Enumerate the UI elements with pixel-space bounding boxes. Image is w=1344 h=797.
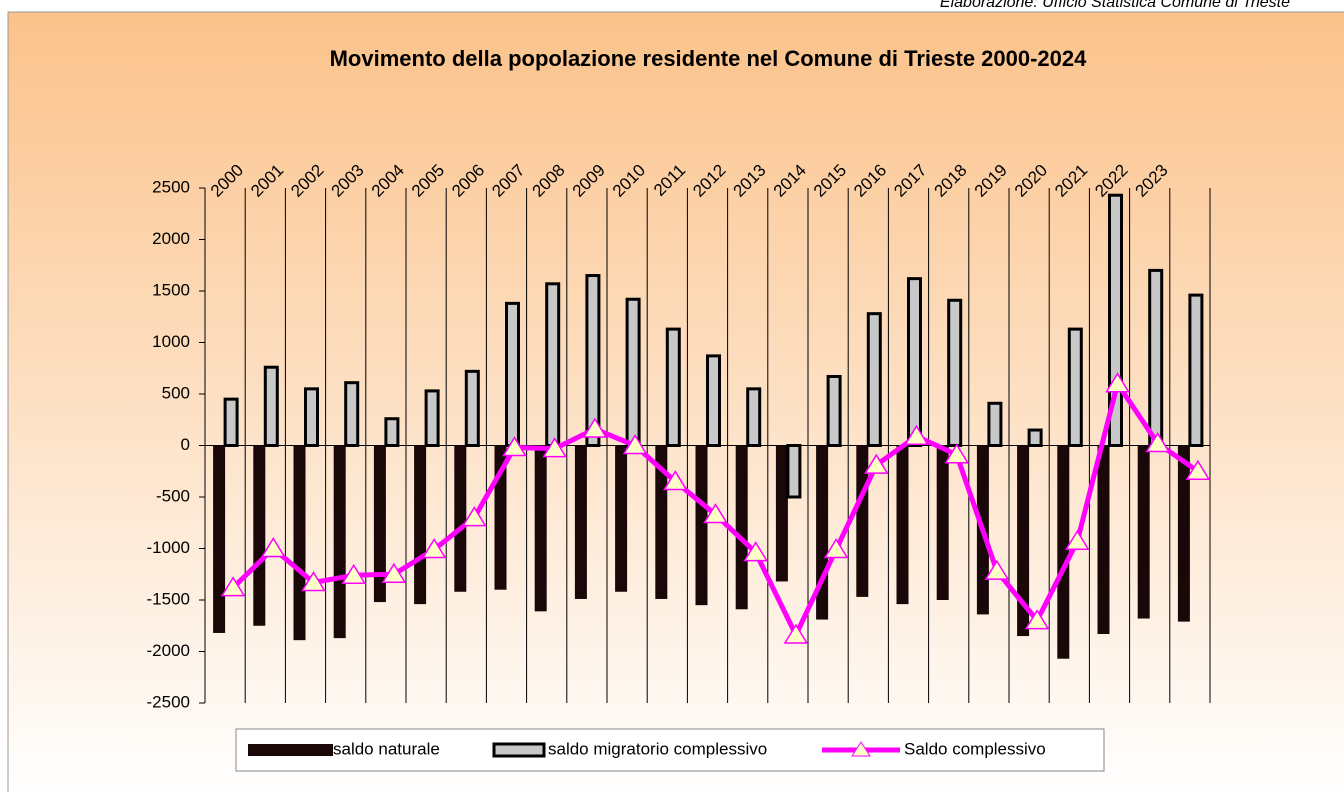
bar [333,445,346,639]
y-tick-label: 500 [162,383,190,402]
bar [856,445,869,597]
legend-swatch [492,742,546,758]
y-tick-label: -500 [156,486,190,505]
bar [735,445,748,610]
marker [1024,609,1050,630]
marker [502,436,527,457]
y-tick-label: 1000 [152,332,190,351]
bar [253,445,266,626]
marker [381,562,407,583]
bar [384,417,400,448]
bar [695,445,708,606]
bar [464,369,480,447]
legend-label: saldo naturale [333,739,440,758]
marker [582,417,608,438]
bar [505,301,520,447]
bar [907,277,922,448]
marker [301,571,326,592]
chart-subtitle: Elaborazione: Ufficio Statistica Comune … [940,0,1290,11]
bar [746,387,762,448]
bar [304,387,319,448]
marker [823,538,849,559]
bar [263,365,279,447]
bar [1148,268,1164,447]
legend-label: Saldo complessivo [904,739,1046,758]
bar [1177,445,1190,622]
bar [585,274,601,447]
marker [703,503,728,524]
legend [235,728,1105,772]
marker [1185,459,1211,480]
bar [1097,445,1110,634]
bar [1017,445,1030,637]
y-tick-label: -1500 [147,589,190,608]
bar [1027,428,1043,447]
legend-marker [851,741,871,757]
y-tick-label: 1500 [152,280,190,299]
bar [936,445,949,600]
bar [706,354,721,448]
bar [545,282,561,448]
bar [1057,445,1070,659]
bar [223,397,239,447]
bar [866,312,882,447]
marker [743,541,769,562]
marker [421,538,447,559]
bar [826,374,842,447]
bar [987,401,1003,447]
bar [1137,445,1150,619]
bar [534,445,547,612]
legend-swatch [248,744,333,756]
marker [1145,432,1171,453]
marker [260,537,286,558]
marker [984,559,1010,580]
bar [625,297,641,447]
y-tick-label: 0 [181,435,190,454]
marker [662,470,688,491]
marker [622,434,648,455]
bar [574,445,587,599]
bar [1188,293,1204,447]
bar [665,327,681,447]
bar [373,445,386,603]
bar [615,445,628,592]
bar [424,389,440,448]
bar [213,445,226,633]
marker [863,453,889,474]
marker [542,437,568,458]
bar [293,445,306,641]
bar [786,444,802,499]
bar [947,298,963,447]
marker [341,563,367,585]
marker [1105,372,1130,393]
marker [944,443,970,464]
bar [344,381,360,448]
y-tick-label: 2000 [152,229,190,248]
y-tick-label: -2500 [147,692,190,711]
marker [461,506,487,527]
legend-label: saldo migratorio complessivo [548,739,767,758]
y-tick-label: -2000 [147,641,190,660]
bar [655,445,668,599]
marker [904,424,929,445]
bar [775,445,788,582]
chart-title: Movimento della popolazione residente ne… [330,46,1088,71]
bar [414,445,427,605]
marker [220,576,246,597]
bar [896,445,909,605]
marker [1064,529,1090,551]
y-tick-label: 2500 [152,177,190,196]
marker [783,623,809,644]
y-tick-label: -1000 [147,538,190,557]
bar [1067,327,1083,447]
bar [454,445,467,592]
